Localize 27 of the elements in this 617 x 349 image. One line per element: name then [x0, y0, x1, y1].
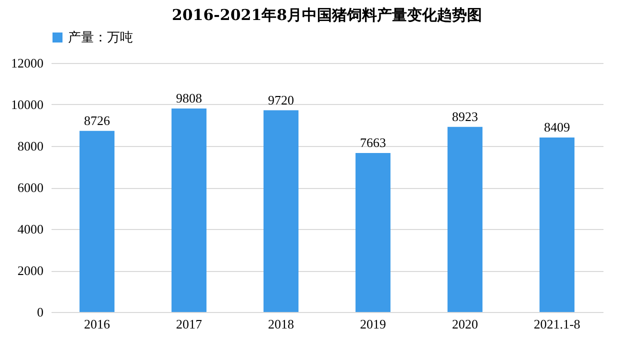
- bar: [80, 130, 114, 312]
- bar: [264, 110, 298, 312]
- x-tick-label: 2018: [268, 316, 294, 332]
- legend-label: 产量：万吨: [68, 30, 133, 46]
- bar: [448, 126, 482, 312]
- y-tick-label: 6000: [18, 180, 44, 195]
- y-tick-label: 0: [37, 304, 44, 320]
- y-tick-label: 12000: [11, 56, 44, 70]
- x-tick-label: 2020: [452, 316, 478, 332]
- chart-title: 2016-2021年8月中国猪饲料产量变化趋势图: [172, 6, 482, 24]
- x-tick-label: 2021.1-8: [534, 316, 580, 332]
- x-tick-label: 2017: [176, 316, 202, 332]
- bar: [172, 108, 206, 312]
- data-label: 9808: [176, 90, 202, 106]
- bar: [540, 138, 574, 312]
- data-label: 9720: [268, 92, 294, 108]
- data-label: 8726: [84, 112, 110, 128]
- data-label: 8923: [452, 108, 478, 124]
- bar: [356, 152, 390, 312]
- x-tick-label: 2019: [360, 316, 386, 332]
- y-tick-label: 10000: [11, 97, 44, 112]
- y-tick-label: 8000: [18, 138, 44, 154]
- x-tick-label: 2016: [84, 316, 110, 332]
- y-tick-label: 2000: [18, 263, 44, 278]
- data-label: 8409: [544, 120, 570, 135]
- data-label: 7663: [360, 134, 386, 150]
- y-tick-label: 4000: [18, 222, 44, 236]
